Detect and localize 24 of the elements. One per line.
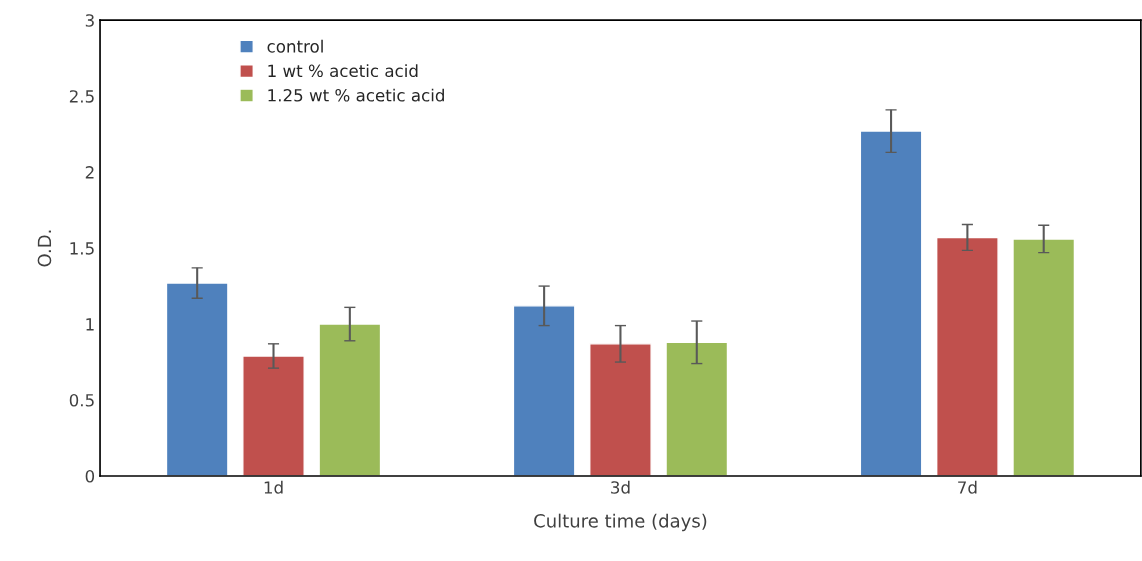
y-tick-label: 1: [86, 318, 94, 331]
bar: [859, 130, 923, 477]
bar: [589, 343, 652, 477]
bar: [935, 236, 999, 477]
bar: [665, 341, 729, 477]
bar: [165, 282, 229, 477]
y-tick-label: 2: [85, 166, 94, 179]
y-tick-label: 0: [85, 469, 95, 483]
x-tick-label: 1d: [264, 480, 283, 494]
bar: [1012, 238, 1076, 477]
bar: [242, 355, 305, 477]
y-tick-label: 2.5: [69, 90, 94, 103]
x-tick-label: 3d: [611, 480, 630, 494]
legend-label: control: [267, 39, 323, 53]
x-axis-title: Culture time (days): [534, 513, 707, 532]
bar: [512, 305, 576, 477]
legend-label: 1.25 wt % acetic acid: [268, 88, 444, 102]
y-tick-label: 1.5: [70, 242, 94, 255]
x-tick-label: 7d: [958, 480, 977, 494]
y-tick-label: 3: [85, 14, 94, 27]
legend-label: 1 wt % acetic acid: [268, 64, 418, 78]
y-tick-label: 0.5: [69, 394, 94, 407]
bar: [318, 323, 382, 477]
y-axis-title: O.D.: [37, 230, 52, 267]
